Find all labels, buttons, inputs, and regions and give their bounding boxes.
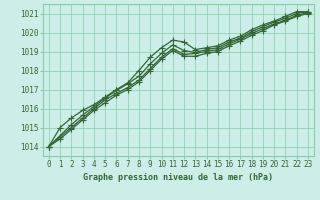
- X-axis label: Graphe pression niveau de la mer (hPa): Graphe pression niveau de la mer (hPa): [84, 173, 273, 182]
